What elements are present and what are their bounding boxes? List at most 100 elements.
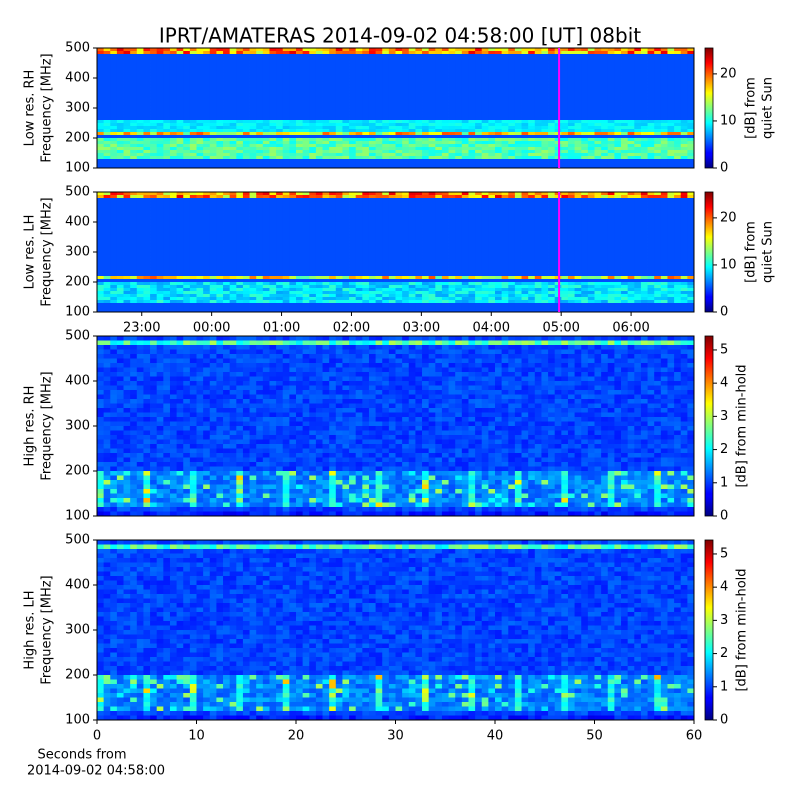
spectrogram-cell <box>230 210 237 213</box>
spectrogram-cell <box>608 162 615 165</box>
spectrogram-cell <box>190 231 197 234</box>
spectrogram-cell <box>415 198 422 201</box>
spectrogram-cell <box>216 204 223 207</box>
spectrogram-cell <box>323 108 330 111</box>
spectrogram-cell <box>177 222 184 225</box>
spectrogram-cell <box>535 81 542 84</box>
spectrogram-cell <box>548 90 555 93</box>
spectrogram-cell <box>449 144 456 147</box>
spectrogram-cell <box>674 51 681 54</box>
spectrogram-cell <box>522 129 529 132</box>
spectrogram-cell <box>283 159 290 162</box>
spectrogram-cell <box>674 198 681 201</box>
spectrogram-cell <box>495 90 502 93</box>
spectrogram-cell <box>396 111 403 114</box>
spectrogram-cell <box>568 198 575 201</box>
spectrogram-cell <box>362 150 369 153</box>
spectrogram-cell <box>515 135 522 138</box>
spectrogram-cell <box>435 147 442 150</box>
spectrogram-cell <box>502 138 509 141</box>
spectrogram-cell <box>256 198 263 201</box>
spectrogram-cell <box>183 57 190 60</box>
spectrogram-cell <box>429 63 436 66</box>
spectrogram-cell <box>588 207 595 210</box>
spectrogram-cell <box>621 216 628 219</box>
spectrogram-cell <box>429 105 436 108</box>
spectrogram-cell <box>269 72 276 75</box>
spectrogram-cell <box>409 51 416 54</box>
spectrogram-cell <box>681 150 688 153</box>
spectrogram-cell <box>568 147 575 150</box>
spectrogram-cell <box>621 78 628 81</box>
spectrogram-cell <box>595 147 602 150</box>
spectrogram-cell <box>435 81 442 84</box>
spectrogram-cell <box>230 60 237 63</box>
spectrogram-cell <box>495 234 502 237</box>
spectrogram-cell <box>681 120 688 123</box>
spectrogram-cell <box>157 135 164 138</box>
spectrogram-cell <box>243 144 250 147</box>
spectrogram-cell <box>309 105 316 108</box>
spectrogram-cell <box>309 102 316 105</box>
spectrogram-cell <box>581 210 588 213</box>
spectrogram-cell <box>110 198 117 201</box>
spectrogram-cell <box>508 96 515 99</box>
spectrogram-cell <box>601 195 608 198</box>
spectrogram-cell <box>150 144 157 147</box>
spectrogram-cell <box>528 195 535 198</box>
spectrogram-cell <box>595 84 602 87</box>
spectrogram-cell <box>210 84 217 87</box>
spectrogram-cell <box>455 111 462 114</box>
spectrogram-cell <box>528 87 535 90</box>
spectrogram-cell <box>143 234 150 237</box>
spectrogram-cell <box>561 141 568 144</box>
spectrogram-cell <box>568 69 575 72</box>
spectrogram-cell <box>389 114 396 117</box>
spectrogram-cell <box>581 60 588 63</box>
spectrogram-cell <box>674 132 681 135</box>
spectrogram-cell <box>541 213 548 216</box>
spectrogram-cell <box>296 126 303 129</box>
spectrogram-cell <box>548 69 555 72</box>
spectrogram-cell <box>376 153 383 156</box>
spectrogram-cell <box>654 69 661 72</box>
spectrogram-cell <box>515 114 522 117</box>
spectrogram-cell <box>475 204 482 207</box>
spectrogram-cell <box>462 102 469 105</box>
spectrogram-cell <box>183 51 190 54</box>
spectrogram-cell <box>283 222 290 225</box>
spectrogram-cell <box>415 192 422 195</box>
spectrogram-cell <box>687 117 694 120</box>
spectrogram-cell <box>124 111 131 114</box>
spectrogram-cell <box>515 144 522 147</box>
spectrogram-cell <box>157 90 164 93</box>
spectrogram-cell <box>442 201 449 204</box>
spectrogram-cell <box>654 219 661 222</box>
spectrogram-cell <box>336 231 343 234</box>
spectrogram-cell <box>356 144 363 147</box>
spectrogram-cell <box>396 228 403 231</box>
spectrogram-cell <box>475 99 482 102</box>
spectrogram-cell <box>137 204 144 207</box>
spectrogram-cell <box>150 198 157 201</box>
spectrogram-cell <box>216 228 223 231</box>
spectrogram-cell <box>236 147 243 150</box>
spectrogram-cell <box>661 162 668 165</box>
spectrogram-cell <box>482 159 489 162</box>
spectrogram-cell <box>104 123 111 126</box>
spectrogram-cell <box>177 147 184 150</box>
spectrogram-cell <box>336 81 343 84</box>
spectrogram-cell <box>429 84 436 87</box>
spectrogram-cell <box>236 201 243 204</box>
spectrogram-cell <box>687 210 694 213</box>
spectrogram-cell <box>336 48 343 51</box>
spectrogram-cell <box>117 102 124 105</box>
spectrogram-cell <box>342 201 349 204</box>
spectrogram-cell <box>289 150 296 153</box>
spectrogram-cell <box>508 48 515 51</box>
spectrogram-cell <box>681 114 688 117</box>
spectrogram-cell <box>163 81 170 84</box>
spectrogram-cell <box>283 105 290 108</box>
spectrogram-cell <box>667 96 674 99</box>
spectrogram-cell <box>435 228 442 231</box>
